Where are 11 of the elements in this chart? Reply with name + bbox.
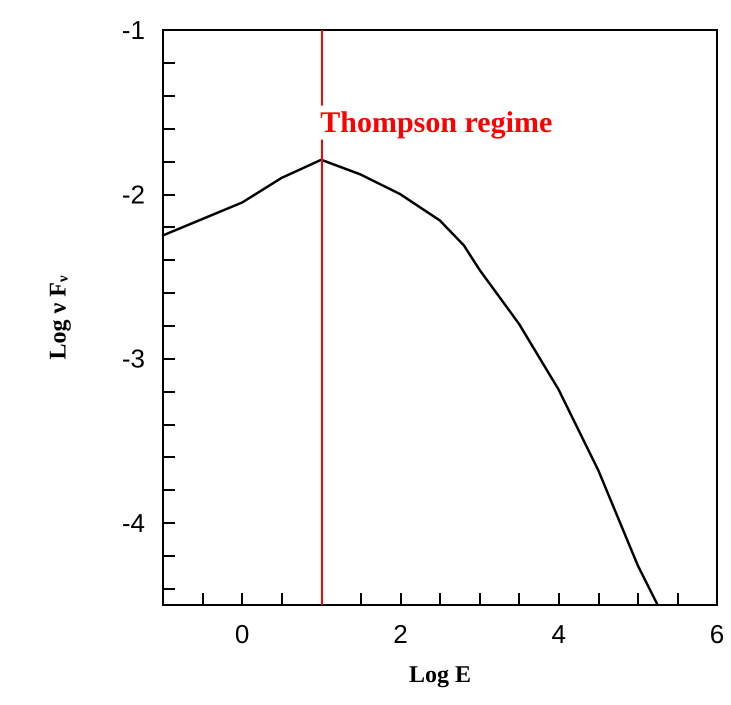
- annotation: Thompson regime: [320, 106, 552, 140]
- x-tick-label: 2: [393, 619, 408, 649]
- y-tick-label: -3: [122, 344, 145, 374]
- x-axis-title: Log E: [408, 662, 472, 688]
- x-tick-label: 4: [551, 619, 566, 649]
- y-tick-label: -1: [122, 15, 145, 45]
- x-tick-label: 0: [234, 619, 250, 649]
- y-tick-label: -4: [122, 508, 145, 538]
- y-tick-label: -2: [122, 179, 145, 210]
- x-tick-label: 6: [710, 619, 724, 649]
- y-axis-title: Log ν Fν: [46, 275, 72, 360]
